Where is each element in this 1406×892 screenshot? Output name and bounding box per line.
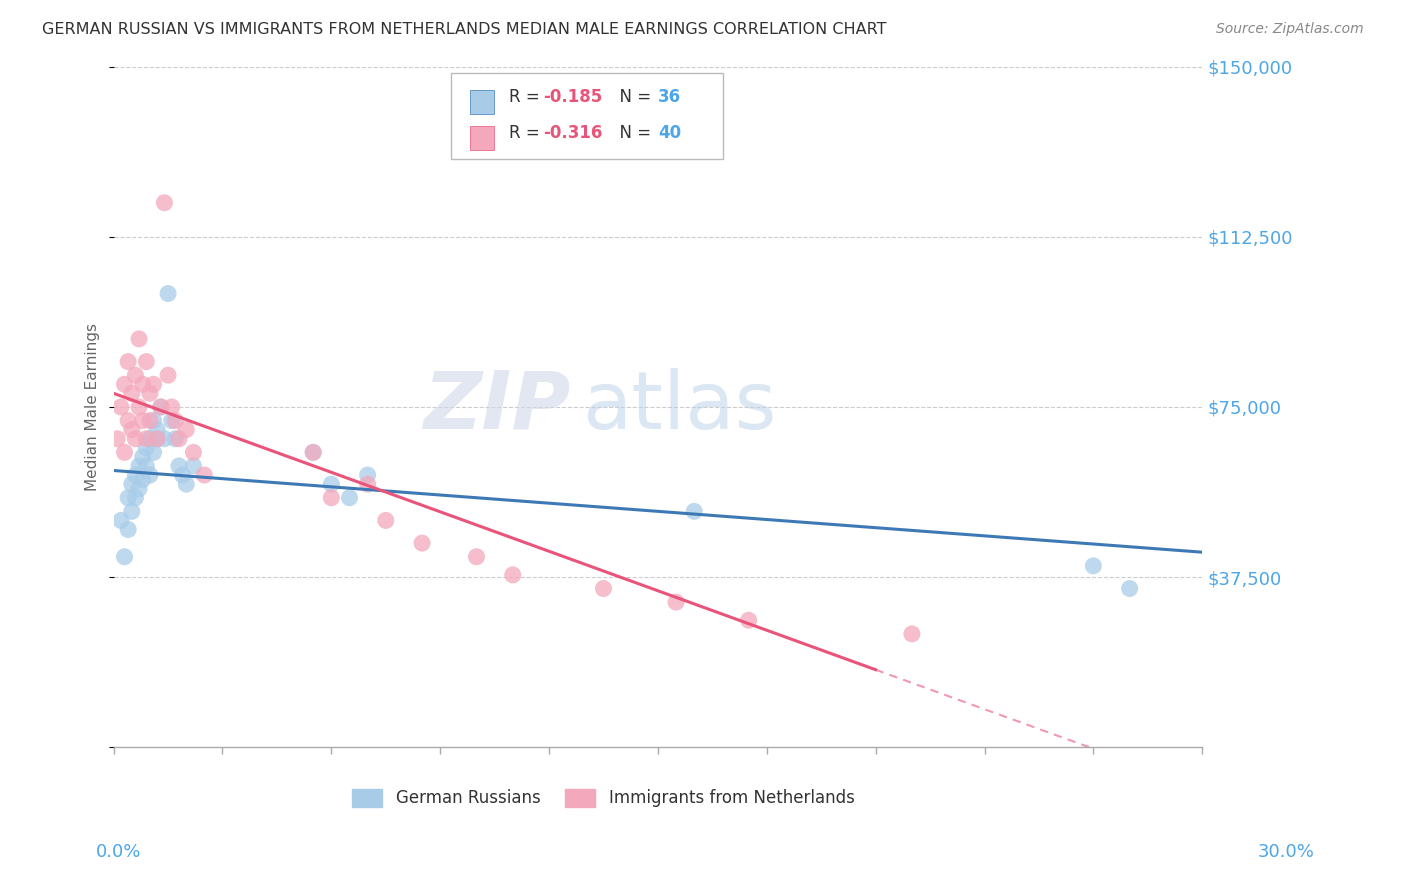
Point	[502, 567, 524, 582]
Text: GERMAN RUSSIAN VS IMMIGRANTS FROM NETHERLANDS MEDIAN MALE EARNINGS CORRELATION C: GERMAN RUSSIAN VS IMMIGRANTS FROM NETHER…	[42, 22, 887, 37]
Point	[183, 458, 205, 473]
Point	[121, 504, 143, 518]
Point	[135, 458, 157, 473]
Text: atlas: atlas	[582, 368, 776, 446]
Point	[321, 477, 343, 491]
Point	[142, 414, 165, 428]
Point	[411, 536, 433, 550]
Point	[117, 414, 139, 428]
Point	[135, 432, 157, 446]
Point	[128, 332, 150, 346]
Point	[1118, 582, 1140, 596]
Point	[737, 613, 759, 627]
Point	[165, 432, 187, 446]
Point	[117, 523, 139, 537]
Point	[160, 400, 183, 414]
Point	[683, 504, 706, 518]
Point	[121, 423, 143, 437]
Point	[131, 414, 153, 428]
Point	[356, 468, 378, 483]
Point	[302, 445, 325, 459]
Point	[139, 386, 162, 401]
Point	[157, 368, 180, 383]
Text: 40: 40	[658, 124, 681, 142]
Point	[146, 432, 169, 446]
Point	[124, 491, 146, 505]
Point	[146, 423, 169, 437]
Point	[146, 432, 169, 446]
Text: 0.0%: 0.0%	[96, 843, 141, 861]
Point	[172, 468, 194, 483]
Text: N =: N =	[609, 88, 657, 106]
Text: -0.185: -0.185	[544, 88, 603, 106]
Point	[302, 445, 325, 459]
Point	[901, 627, 924, 641]
Point	[110, 513, 132, 527]
Point	[131, 450, 153, 464]
Point	[592, 582, 614, 596]
Point	[167, 458, 190, 473]
Point	[374, 513, 396, 527]
Point	[193, 468, 215, 483]
Point	[157, 286, 180, 301]
Point	[142, 445, 165, 459]
Point	[124, 368, 146, 383]
Point	[142, 377, 165, 392]
Text: N =: N =	[609, 124, 657, 142]
Point	[167, 432, 190, 446]
Point	[139, 432, 162, 446]
Point	[114, 445, 136, 459]
Point	[139, 468, 162, 483]
Point	[160, 414, 183, 428]
Point	[356, 477, 378, 491]
Point	[114, 549, 136, 564]
Point	[174, 423, 197, 437]
Text: 30.0%: 30.0%	[1258, 843, 1315, 861]
Point	[165, 414, 187, 428]
Point	[135, 354, 157, 368]
Point	[117, 491, 139, 505]
Text: -0.316: -0.316	[544, 124, 603, 142]
Point	[149, 400, 172, 414]
Point	[183, 445, 205, 459]
Point	[153, 432, 176, 446]
Point	[174, 477, 197, 491]
Point	[131, 377, 153, 392]
Point	[135, 441, 157, 455]
Point	[128, 400, 150, 414]
Point	[121, 477, 143, 491]
Point	[139, 414, 162, 428]
Point	[321, 491, 343, 505]
Point	[110, 400, 132, 414]
FancyBboxPatch shape	[470, 126, 494, 150]
Y-axis label: Median Male Earnings: Median Male Earnings	[86, 323, 100, 491]
Text: R =: R =	[509, 124, 544, 142]
Point	[128, 482, 150, 496]
Point	[114, 377, 136, 392]
Point	[153, 195, 176, 210]
Point	[339, 491, 361, 505]
Text: ZIP: ZIP	[423, 368, 571, 446]
Point	[149, 400, 172, 414]
Point	[1083, 558, 1105, 573]
Point	[665, 595, 688, 609]
FancyBboxPatch shape	[451, 73, 723, 159]
Point	[465, 549, 488, 564]
Point	[128, 458, 150, 473]
Point	[131, 473, 153, 487]
Point	[124, 468, 146, 483]
Point	[117, 354, 139, 368]
Legend: German Russians, Immigrants from Netherlands: German Russians, Immigrants from Netherl…	[346, 782, 862, 814]
Text: R =: R =	[509, 88, 544, 106]
Point	[105, 432, 128, 446]
Point	[121, 386, 143, 401]
FancyBboxPatch shape	[470, 90, 494, 114]
Text: Source: ZipAtlas.com: Source: ZipAtlas.com	[1216, 22, 1364, 37]
Text: 36: 36	[658, 88, 681, 106]
Point	[124, 432, 146, 446]
